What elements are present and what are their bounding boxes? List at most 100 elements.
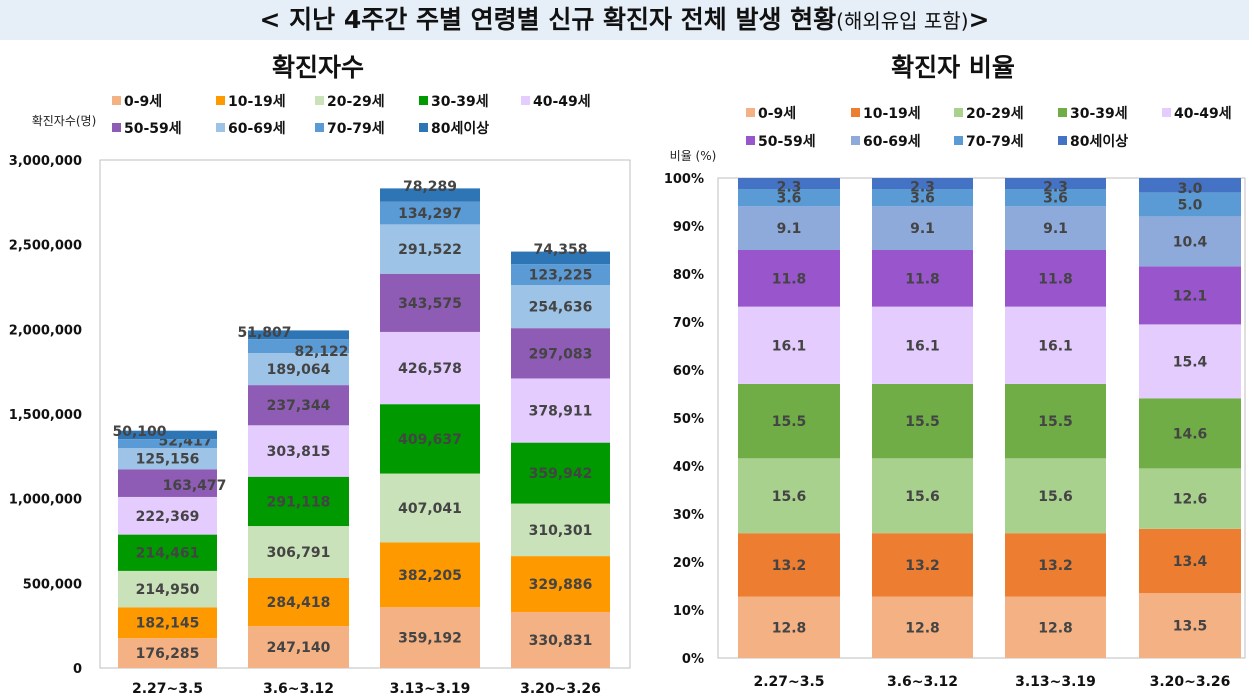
legend-label: 70-79세 xyxy=(327,121,385,137)
bar-segment xyxy=(738,596,840,658)
bar-segment xyxy=(1005,178,1106,190)
bar-segment xyxy=(872,596,973,658)
legend-swatch xyxy=(1162,108,1171,117)
data-label: 222,369 xyxy=(136,509,200,525)
data-label: 2.3 xyxy=(777,180,802,196)
y-tick-label: 30% xyxy=(673,508,704,523)
data-label: 15.6 xyxy=(905,489,940,505)
bar-segment xyxy=(511,251,610,265)
bar-segment xyxy=(1139,324,1241,399)
bar-segment xyxy=(1139,468,1241,529)
bar-segment xyxy=(738,533,840,597)
y-tick-label: 70% xyxy=(673,316,704,331)
bar-segment xyxy=(380,331,480,405)
bar-segment xyxy=(248,626,349,668)
legend-label: 70-79세 xyxy=(966,134,1024,150)
x-category-label: 3.6~3.12 xyxy=(263,681,334,697)
bar-segment xyxy=(511,285,610,329)
x-category-label: 3.20~3.26 xyxy=(520,681,601,697)
data-label: 284,418 xyxy=(267,595,331,611)
bar-segment xyxy=(1005,206,1106,250)
x-category-label: 3.20~3.26 xyxy=(1150,674,1231,690)
page-title: < 지난 4주간 주별 연령별 신규 확진자 전체 발생 현황(해외유입 포함)… xyxy=(0,0,1249,40)
legend-swatch xyxy=(954,108,963,117)
data-label: 237,344 xyxy=(267,398,331,414)
chart-title: 확진자 비율 xyxy=(891,53,1015,82)
data-label: 11.8 xyxy=(1038,271,1073,287)
bar-segment xyxy=(118,430,217,440)
legend-swatch xyxy=(1058,108,1067,117)
y-tick-label: 90% xyxy=(673,220,704,235)
data-label: 409,637 xyxy=(398,432,462,448)
bar-segment xyxy=(118,607,217,639)
bar-segment xyxy=(1005,533,1106,597)
data-label: 2.3 xyxy=(1043,180,1068,196)
bar-segment xyxy=(1139,178,1241,193)
bar-segment xyxy=(872,250,973,307)
x-category-label: 3.13~3.19 xyxy=(1015,674,1096,690)
bar-segment xyxy=(738,178,840,190)
data-label: 13.2 xyxy=(905,558,940,574)
plot-area xyxy=(99,159,631,669)
bar-segment xyxy=(1005,189,1106,207)
y-tick-label: 3,000,000 xyxy=(9,154,82,169)
bar-segment xyxy=(118,638,217,668)
data-label: 247,140 xyxy=(267,640,331,656)
y-tick-label: 0 xyxy=(73,662,82,677)
legend-swatch xyxy=(954,136,963,145)
data-label: 5.0 xyxy=(1178,197,1203,213)
data-label: 13.2 xyxy=(772,558,807,574)
data-label: 214,461 xyxy=(136,546,200,562)
legend-swatch xyxy=(315,123,324,132)
data-label: 15.6 xyxy=(1038,489,1073,505)
y-tick-label: 80% xyxy=(673,268,704,283)
data-label: 297,083 xyxy=(529,346,593,362)
data-label: 378,911 xyxy=(529,404,593,420)
legend-label: 50-59세 xyxy=(124,121,182,137)
y-tick-label: 40% xyxy=(673,460,704,475)
data-label: 343,575 xyxy=(398,296,462,312)
data-label: 382,205 xyxy=(398,568,462,584)
plot-area xyxy=(717,177,1246,659)
bar-segment xyxy=(248,526,349,578)
data-label: 12.1 xyxy=(1173,288,1208,304)
data-label: 189,064 xyxy=(267,362,331,378)
bar-segment xyxy=(872,383,973,459)
x-category-label: 3.6~3.12 xyxy=(887,674,958,690)
data-label: 306,791 xyxy=(267,545,331,561)
bar-segment xyxy=(872,458,973,534)
data-label: 310,301 xyxy=(529,523,593,539)
data-label: 3.0 xyxy=(1178,181,1203,197)
legend-label: 10-19세 xyxy=(228,94,286,110)
data-label: 12.8 xyxy=(772,620,807,636)
data-label: 134,297 xyxy=(398,206,462,222)
legend-swatch xyxy=(419,96,428,105)
data-label: 15.5 xyxy=(772,414,807,430)
bar-segment xyxy=(248,353,349,386)
legend-swatch xyxy=(216,123,225,132)
data-label: 3.6 xyxy=(777,191,802,207)
legend-label: 40-49세 xyxy=(1174,106,1232,122)
bar-segment xyxy=(118,534,217,571)
data-label: 14.6 xyxy=(1173,426,1208,442)
data-label: 330,831 xyxy=(529,633,593,649)
data-label: 50,100 xyxy=(112,424,166,440)
bar-segment xyxy=(1139,398,1241,469)
bar-segment xyxy=(872,206,973,250)
data-label: 74,358 xyxy=(533,242,587,258)
legend-swatch xyxy=(112,96,121,105)
bar-segment xyxy=(118,439,217,449)
data-label: 12.6 xyxy=(1173,492,1208,508)
y-tick-label: 2,500,000 xyxy=(9,239,82,254)
bar-segment xyxy=(380,201,480,225)
bar-segment xyxy=(738,383,840,459)
bar-segment xyxy=(380,404,480,474)
bar-segment xyxy=(511,503,610,557)
legend-label: 0-9세 xyxy=(124,94,162,110)
bar-segment xyxy=(872,178,973,190)
legend-swatch xyxy=(315,96,324,105)
bar-segment xyxy=(511,442,610,504)
bar-segment xyxy=(872,189,973,207)
